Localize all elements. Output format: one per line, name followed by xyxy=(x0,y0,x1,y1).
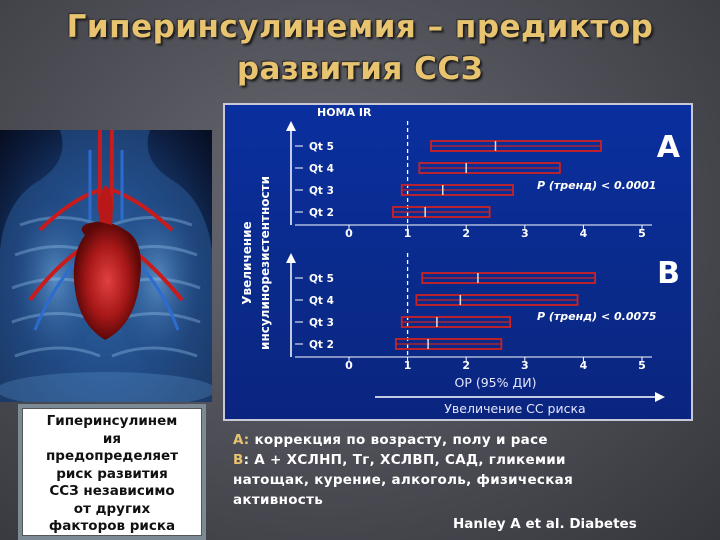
notes: А: коррекция по возрасту, полу и расе В:… xyxy=(233,430,703,510)
x-tick-label: 1 xyxy=(404,227,412,240)
forest-plot-panel: HOMA IR Увеличение инсулинорезистентности… xyxy=(223,103,693,421)
row-label: Qt 3 xyxy=(309,317,334,329)
forest-plot-svg: Увеличение инсулинорезистентности Qt 5 Qt 4… xyxy=(240,121,681,416)
x-tick-label: 0 xyxy=(345,227,353,240)
caption-line: ССЗ независимо xyxy=(49,483,175,499)
caption-frame xyxy=(22,408,202,536)
caption-line: риск развития xyxy=(56,465,168,482)
x-tick-label: 5 xyxy=(638,359,646,372)
row-label: Qt 3 xyxy=(309,185,334,197)
note-a-label: А: xyxy=(233,432,250,448)
panel-letter: А xyxy=(657,130,681,165)
p-value-label: P (тренд) < 0.0001 xyxy=(537,179,656,192)
row-label: Qt 5 xyxy=(309,141,334,153)
y-axis-arrowhead xyxy=(286,121,296,131)
x-tick-label: 4 xyxy=(580,359,588,372)
x-tick-label: 2 xyxy=(462,227,470,240)
x-tick-label: 5 xyxy=(638,227,646,240)
caption-box: Гиперинсулинем ия предопределяет риск ра… xyxy=(18,404,206,540)
note-a: А: коррекция по возрасту, полу и расе xyxy=(233,430,703,450)
y-axis-arrowhead xyxy=(286,253,296,263)
heart-anatomy-image xyxy=(0,130,212,402)
row-label: Qt 5 xyxy=(309,273,334,285)
p-value-label: P (тренд) < 0.0075 xyxy=(537,310,657,323)
x-axis-label: ОР (95% ДИ) xyxy=(455,375,537,390)
row-label: Qt 2 xyxy=(309,207,334,219)
x-tick-label: 2 xyxy=(462,359,470,372)
y-axis-label-2: инсулинорезистентности xyxy=(258,176,272,350)
row-label: Qt 4 xyxy=(309,163,334,175)
slide-title: Гиперинсулинемия – предиктор развития СС… xyxy=(0,6,720,90)
x-tick-label: 4 xyxy=(580,227,588,240)
caption-line: предопределяет xyxy=(45,448,179,464)
ci-bar xyxy=(400,184,514,196)
caption-line: ия xyxy=(102,430,122,447)
panel-letter: В xyxy=(657,256,680,291)
note-b-text: : А + ХСЛНП, Тг, ХСЛВП, САД, гликемии xyxy=(243,452,566,468)
x-tick-label: 3 xyxy=(521,227,529,240)
row-label: Qt 4 xyxy=(309,295,334,307)
caption-line: от других xyxy=(73,500,151,517)
bottom-arrow-label: Увеличение СС риска xyxy=(444,401,585,416)
x-tick-label: 0 xyxy=(345,359,353,372)
y-axis-label-1: Увеличение xyxy=(240,221,254,304)
note-a-text: коррекция по возрасту, полу и расе xyxy=(249,432,548,448)
caption-line: Гиперинсулинем xyxy=(46,413,178,429)
caption-line: факторов риска xyxy=(48,518,176,534)
source-citation: Hanley A et al. Diabetes xyxy=(453,516,637,532)
note-b: В: А + ХСЛНП, Тг, ХСЛВП, САД, гликемии xyxy=(233,450,703,470)
ci-bar xyxy=(400,316,512,328)
note-b-line-3: активность xyxy=(233,492,324,508)
note-b-label: В xyxy=(233,452,244,468)
x-tick-label: 1 xyxy=(404,359,412,372)
note-b-line-2: натощак, курение, алкоголь, физическая xyxy=(233,472,574,488)
bottom-arrowhead xyxy=(655,392,665,402)
homa-label: HOMA IR xyxy=(317,106,372,119)
slide-title-line-1: Гиперинсулинемия – предиктор xyxy=(66,9,654,45)
row-label: Qt 2 xyxy=(309,339,334,351)
x-tick-label: 3 xyxy=(521,359,529,372)
slide-title-line-2: развития ССЗ xyxy=(236,51,484,87)
